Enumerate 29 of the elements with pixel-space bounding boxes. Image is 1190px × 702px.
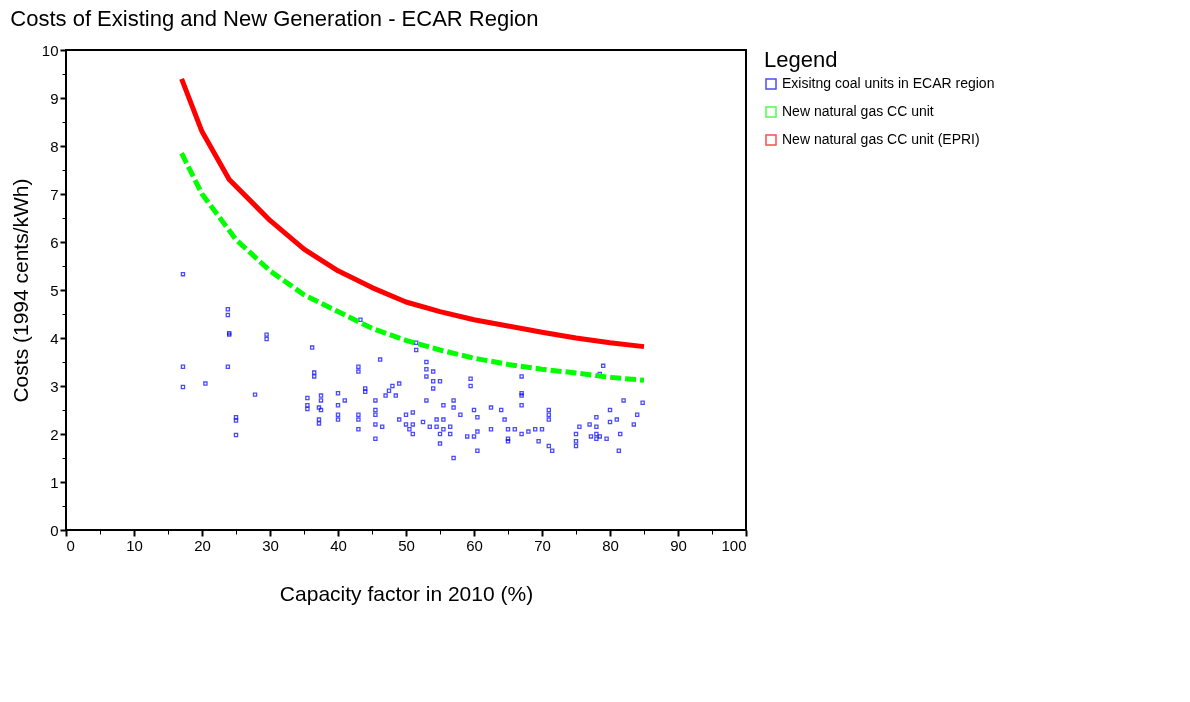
x-tick-label: 20 — [194, 536, 211, 554]
legend-label: Exisitng coal units in ECAR region — [782, 75, 995, 91]
y-tick-label: 4 — [50, 329, 59, 347]
y-tick-label: 9 — [50, 89, 59, 107]
x-tick-label: 50 — [398, 536, 415, 554]
y-tick-label: 7 — [50, 185, 59, 203]
legend-label: New natural gas CC unit (EPRI) — [782, 131, 980, 147]
legend-label: New natural gas CC unit — [782, 103, 934, 119]
y-tick-label: 8 — [50, 137, 59, 155]
y-tick-label: 3 — [50, 377, 59, 395]
y-tick-label: 0 — [50, 521, 59, 539]
x-axis-title: Capacity factor in 2010 (%) — [279, 581, 534, 605]
x-tick-label: 10 — [126, 536, 143, 554]
legend-title: Legend — [764, 47, 838, 72]
x-tick-label: 30 — [262, 536, 279, 554]
x-tick-label: 70 — [534, 536, 551, 554]
y-tick-label: 6 — [50, 233, 59, 251]
y-tick-label: 10 — [41, 41, 59, 59]
x-tick-label: 60 — [466, 536, 483, 554]
x-tick-label: 90 — [670, 536, 687, 554]
x-tick-label: 100 — [721, 536, 747, 554]
y-tick-label: 2 — [50, 425, 59, 443]
y-tick-label: 5 — [50, 281, 59, 299]
chart-title: Costs of Existing and New Generation - ECAR Region — [10, 6, 539, 31]
x-tick-label: 80 — [602, 536, 619, 554]
y-tick-label: 1 — [50, 473, 59, 491]
x-tick-label: 40 — [330, 536, 347, 554]
y-axis-title: Costs (1994 cents/kWh) — [8, 178, 32, 403]
x-tick-label: 0 — [66, 536, 75, 554]
